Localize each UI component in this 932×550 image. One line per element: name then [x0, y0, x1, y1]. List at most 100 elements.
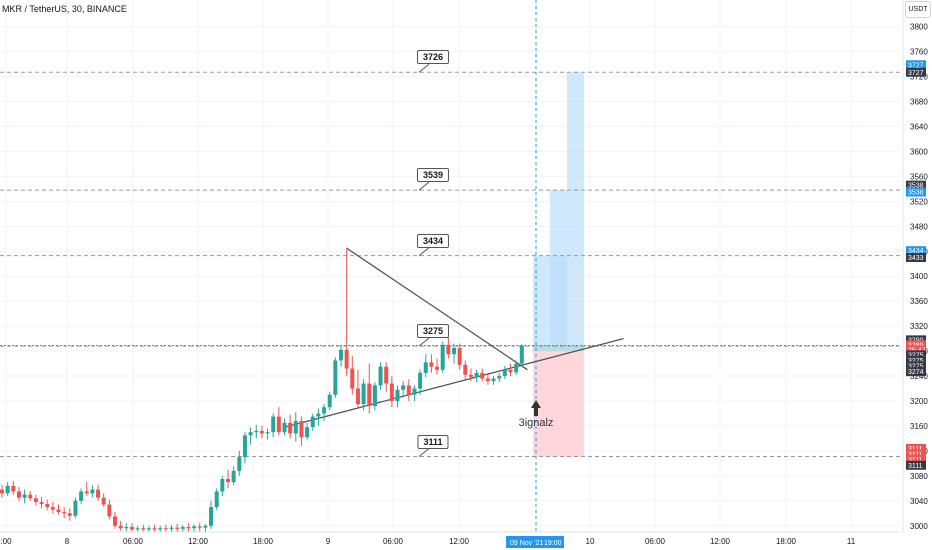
target-zone — [567, 72, 584, 352]
price-badge — [906, 455, 926, 465]
candle-body — [367, 383, 372, 406]
price-badge — [906, 460, 926, 470]
time-tick-label: 12:00 — [449, 537, 470, 546]
price-badge — [906, 60, 926, 70]
time-tick-label: 9 — [326, 537, 331, 546]
candle-body — [214, 491, 219, 508]
candle-body — [84, 491, 89, 494]
candle-body — [502, 369, 507, 377]
candle-body — [67, 513, 72, 516]
candle-body — [406, 385, 411, 395]
candle-body — [158, 528, 163, 530]
level-label[interactable]: 3111 — [417, 434, 449, 449]
candle-body — [73, 500, 78, 516]
level-label[interactable]: 3434 — [416, 233, 450, 248]
stop-zone — [533, 351, 584, 457]
candle-body — [372, 385, 377, 406]
trendline — [346, 247, 528, 371]
level-label-pointer — [418, 247, 430, 257]
crosshair-date: 09 Nov '21 — [510, 540, 543, 547]
level-label[interactable]: 3275 — [416, 324, 450, 339]
price-badge-label: 3727 — [908, 62, 924, 69]
overlays — [531, 0, 541, 532]
price-tick-label: 3360 — [910, 297, 928, 306]
candle-body — [5, 485, 10, 494]
candle-body — [384, 366, 389, 384]
time-tick-label: 06:00 — [123, 537, 144, 546]
candle-body — [288, 422, 293, 434]
candle-body — [107, 504, 112, 517]
candle-body — [508, 369, 513, 373]
time-tick-label: 10 — [586, 537, 595, 546]
level-label[interactable]: 3726 — [416, 50, 450, 65]
candle-body — [355, 388, 360, 405]
level-label[interactable]: 3539 — [416, 168, 450, 183]
candle-body — [113, 516, 117, 526]
candle-body — [248, 432, 253, 436]
candle-body — [474, 372, 479, 378]
candle-body — [209, 507, 214, 526]
candle-body — [452, 347, 456, 355]
price-badge-label: 3274 — [908, 369, 924, 376]
price-badge — [906, 180, 926, 190]
level-lines — [0, 63, 900, 458]
price-badge-label: 3433 — [908, 255, 924, 262]
candle-body — [231, 470, 236, 483]
candle-body — [322, 407, 327, 414]
candle-body — [378, 366, 383, 386]
arrow-stem — [534, 408, 538, 416]
price-tick-label: 3040 — [910, 497, 928, 506]
candle-body — [440, 344, 445, 370]
price-badge-label: 3538 — [908, 190, 924, 197]
price-tick-label: 3240 — [910, 372, 928, 381]
candle-body — [62, 512, 67, 514]
target-zone — [550, 190, 567, 352]
candle-body — [28, 494, 33, 499]
time-tick-label: 12:00 — [188, 537, 209, 546]
candle-body — [0, 489, 4, 494]
level-label-pointer — [418, 181, 430, 191]
candle-body — [16, 491, 21, 498]
time-tick-label: 18:00 — [253, 537, 274, 546]
pattern-label: 3ignalz — [518, 417, 554, 429]
price-badge — [906, 361, 926, 371]
candle-body — [310, 416, 315, 428]
level-label-pointer — [418, 63, 430, 73]
candle-body — [101, 497, 106, 505]
price-tick-label: 3480 — [910, 222, 928, 231]
price-tick-label: 3200 — [910, 397, 928, 406]
candle-body — [90, 489, 95, 494]
time-tick-label: :00 — [0, 537, 12, 546]
price-tick-label: 3320 — [910, 322, 928, 331]
price-badge — [906, 253, 926, 263]
price-badge-label: 3111 — [908, 457, 923, 464]
arrow-up-icon — [531, 400, 541, 408]
candle-body — [197, 526, 202, 528]
price-tick-label: 3560 — [910, 172, 928, 181]
candle-body — [271, 416, 276, 433]
candle-body — [282, 422, 287, 433]
trendlines — [284, 247, 624, 428]
candle-body — [305, 427, 310, 438]
candle-body — [124, 527, 129, 529]
candle-body — [446, 344, 451, 355]
candle-body — [293, 420, 298, 434]
price-badge-label: 3538 — [908, 183, 924, 190]
candle-body — [50, 507, 55, 510]
candle-body — [333, 360, 338, 395]
candle-body — [22, 494, 27, 498]
price-badge-label: 3434 — [908, 248, 924, 255]
price-badge-label: 3111 — [908, 463, 923, 470]
candle-body — [141, 528, 146, 530]
entry-zone — [533, 345, 584, 352]
currency-label[interactable]: USDT — [905, 1, 931, 18]
candle-body — [389, 383, 394, 401]
candle-body — [480, 372, 485, 379]
candle-body — [175, 527, 180, 529]
candle-body — [463, 364, 468, 375]
time-tick-label: 06:00 — [645, 537, 666, 546]
candle-body — [242, 435, 247, 458]
candle-body — [169, 527, 174, 529]
